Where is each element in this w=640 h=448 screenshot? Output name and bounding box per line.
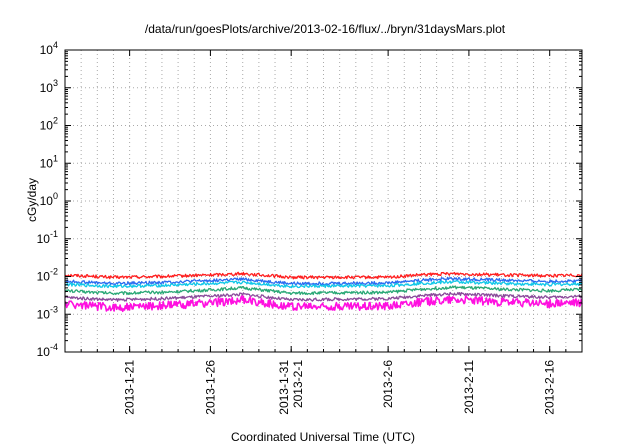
series-line [64, 285, 583, 296]
x-tick-label: 2013-1-31 [277, 360, 291, 415]
y-tick-label: 101 [40, 153, 58, 170]
axes: 10-4 10-3 10-2 10-1 100 101 102 103 104 2013-1-21… [37, 40, 583, 415]
y-tick-label: 104 [40, 40, 58, 57]
series-line [64, 276, 583, 286]
y-tick-label: 10-4 [37, 342, 58, 359]
x-tick-label: 2013-1-21 [123, 360, 137, 415]
x-tick-label: 2013-1-26 [203, 360, 217, 415]
x-tick-label: 2013-2-6 [381, 360, 395, 408]
series-line [64, 280, 583, 289]
series-line [64, 271, 583, 280]
y-tick-label: 10-2 [37, 267, 58, 284]
y-tick-label: 100 [40, 191, 58, 208]
y-axis-label: cGy/day [25, 178, 39, 222]
y-tick-label: 103 [40, 78, 58, 95]
y-tick-label: 102 [40, 116, 58, 133]
chart-title: /data/run/goesPlots/archive/2013-02-16/f… [145, 22, 506, 36]
x-axis-label: Coordinated Universal Time (UTC) [231, 430, 415, 444]
series-line [64, 291, 583, 302]
x-tick-label: 2013-2-16 [543, 360, 557, 415]
series-line [64, 295, 583, 313]
series-layer [64, 271, 583, 313]
y-tick-label: 10-1 [37, 229, 58, 246]
y-tick-label: 10-3 [37, 304, 58, 321]
x-tick-label: 2013-2-11 [462, 360, 476, 414]
x-tick-label: 2013-2-1 [291, 360, 305, 408]
